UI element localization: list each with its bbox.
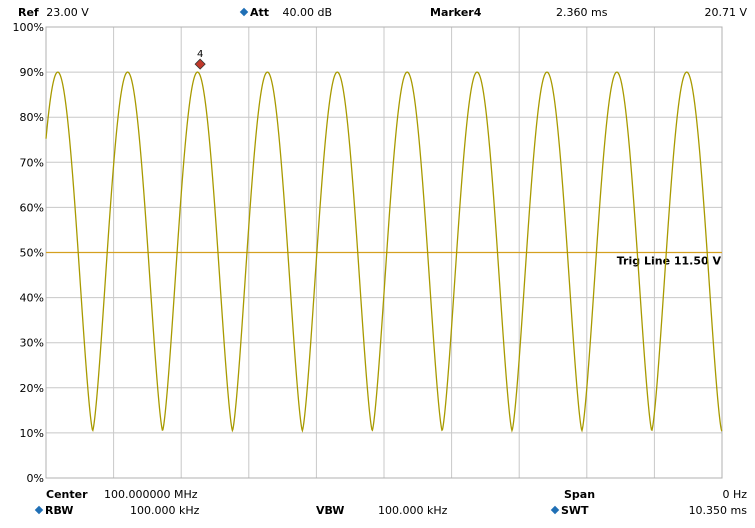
span-label: Span <box>564 488 596 501</box>
marker-diamond-icon <box>194 58 206 70</box>
center-label: Center <box>46 488 88 501</box>
swt-readout[interactable]: SWT <box>550 504 589 517</box>
rbw-readout[interactable]: RBW <box>34 504 74 517</box>
marker-value: 20.71 V <box>704 6 747 19</box>
y-tick-label: 0% <box>27 472 44 485</box>
swt-diamond-icon <box>550 505 560 515</box>
rbw-value: 100.000 kHz <box>130 504 200 517</box>
center-value: 100.000000 MHz <box>104 488 198 501</box>
marker-number-label: 4 <box>197 49 203 60</box>
y-tick-label: 70% <box>20 156 44 169</box>
ref-label: Ref <box>18 6 39 19</box>
marker-time: 2.360 ms <box>556 6 608 19</box>
att-readout[interactable]: Att 40.00 dB <box>239 6 333 22</box>
y-tick-label: 60% <box>20 201 44 214</box>
y-tick-label: 20% <box>20 382 44 395</box>
y-tick-labels: 0% 10% 20% 30% 40% 50% 60% 70% 80% 90% 100% <box>13 21 44 485</box>
marker-label: Marker4 <box>430 6 482 19</box>
y-tick-label: 30% <box>20 337 44 350</box>
rbw-diamond-icon <box>34 505 44 515</box>
att-value: 40.00 dB <box>282 6 333 19</box>
y-tick-label: 50% <box>20 247 44 260</box>
att-label: Att <box>250 6 270 19</box>
swt-label: SWT <box>561 504 589 517</box>
trace-series <box>45 71 723 433</box>
vbw-value: 100.000 kHz <box>378 504 448 517</box>
y-tick-label: 100% <box>13 21 44 34</box>
ref-readout: Ref 23.00 V <box>18 6 89 22</box>
span-value: 0 Hz <box>722 488 747 501</box>
y-tick-label: 90% <box>20 66 44 79</box>
ref-value: 23.00 V <box>46 6 89 19</box>
marker-4[interactable]: 4 <box>194 49 206 70</box>
y-tick-label: 10% <box>20 427 44 440</box>
rbw-label: RBW <box>45 504 74 517</box>
vbw-label[interactable]: VBW <box>316 504 345 517</box>
trig-line-label: Trig Line 11.50 V <box>617 255 722 268</box>
swt-value: 10.350 ms <box>688 504 747 517</box>
y-tick-label: 80% <box>20 111 44 124</box>
y-tick-label: 40% <box>20 292 44 305</box>
